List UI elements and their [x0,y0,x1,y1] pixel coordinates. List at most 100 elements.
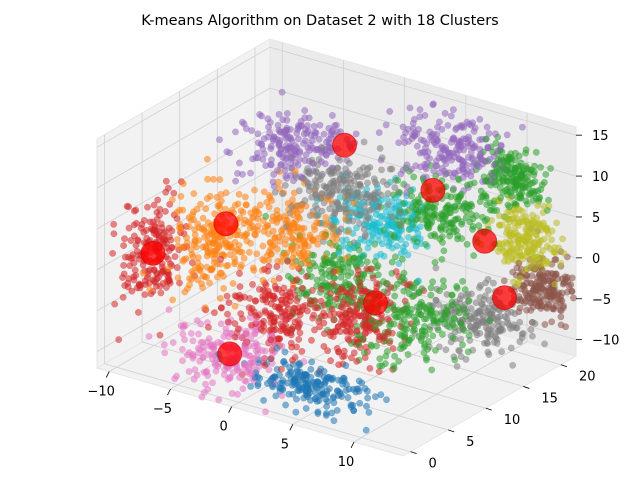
data-point [337,273,345,281]
data-point [336,285,344,293]
data-point [476,136,484,144]
data-point [217,269,225,277]
data-point [477,155,485,163]
data-point [328,188,336,196]
data-point [193,317,201,325]
data-point [403,308,411,316]
data-point [173,215,181,223]
x-tick-label: 0 [219,420,227,435]
data-point [343,205,351,213]
data-point [158,268,166,276]
data-point [161,207,169,215]
data-point [272,285,280,293]
data-point [296,311,304,319]
data-point [493,147,501,155]
data-point [378,166,385,174]
data-point [348,288,356,296]
data-point [261,265,268,273]
data-point [331,122,339,130]
y-tick-mark [485,407,492,411]
data-point [128,287,136,295]
data-point [215,201,223,209]
data-point [213,193,221,201]
data-point [351,301,359,309]
data-point [429,100,437,108]
data-point [199,272,207,280]
data-point [440,283,448,291]
data-point [324,193,332,200]
data-point [317,194,325,202]
data-point [119,293,127,301]
data-point [488,328,496,336]
data-point [248,359,256,367]
data-point [354,173,362,181]
data-point [322,213,330,221]
data-point [235,190,243,198]
data-point [513,264,521,272]
data-point [248,305,256,312]
data-point [421,327,429,335]
data-point [553,219,561,227]
data-point [421,163,429,171]
data-point [341,309,349,317]
data-point [194,276,202,284]
data-point [274,121,282,129]
data-point [347,298,355,306]
data-point [295,335,303,343]
data-point [405,233,412,241]
data-point [438,330,446,338]
data-point [547,164,555,172]
data-point [165,276,173,284]
data-point [442,346,450,354]
data-point [181,288,189,296]
data-point [560,249,568,257]
data-point [410,284,418,292]
data-point [434,326,442,334]
data-point [453,282,461,290]
data-point [493,339,501,347]
data-point [132,241,140,249]
data-point [188,250,196,258]
data-point [206,279,213,287]
data-point [300,248,308,256]
data-point [259,155,267,163]
centroid-marker [213,211,239,237]
data-point [278,325,286,333]
data-point [395,357,403,365]
data-point [277,365,285,373]
data-point [204,323,212,331]
data-point [545,293,553,301]
data-point [406,104,414,112]
data-point [404,251,412,259]
data-point [476,115,484,123]
data-point [258,112,265,120]
data-point [463,181,471,189]
data-point [111,300,119,308]
data-point [223,292,231,300]
data-point [514,238,522,246]
data-point [542,257,549,265]
data-point [302,404,310,412]
data-point [555,244,563,252]
data-point [399,123,407,131]
data-point [507,325,515,332]
data-point [404,351,412,358]
z-tick-label: 0 [592,252,600,267]
data-point [354,385,362,393]
data-point [301,157,309,164]
data-point [461,327,468,335]
data-point [344,263,352,271]
data-point [336,171,344,179]
data-point [470,144,478,151]
data-point [274,166,281,174]
data-point [450,314,458,322]
data-point [365,408,373,416]
data-point [154,196,162,204]
data-point [246,365,254,373]
data-point [281,181,289,189]
data-point [331,177,339,185]
data-point [149,276,157,284]
data-point [398,255,406,263]
data-point [265,203,273,211]
data-point [467,148,475,156]
